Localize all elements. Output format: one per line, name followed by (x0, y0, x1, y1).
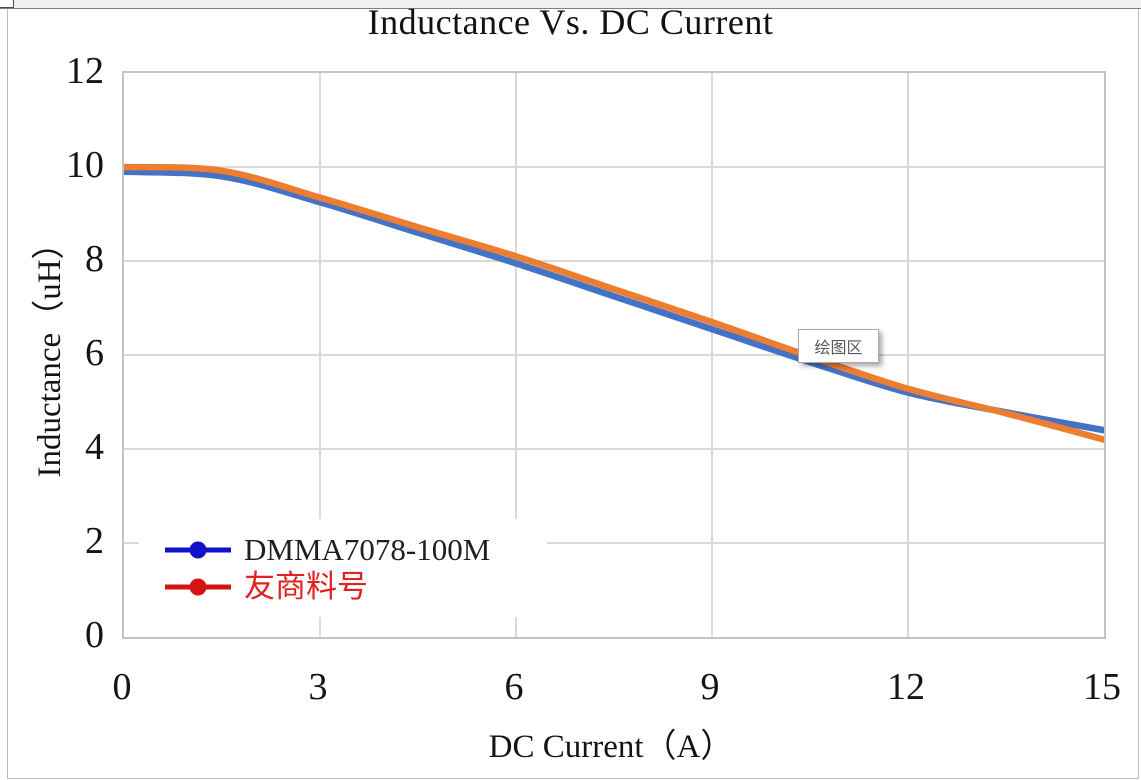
x-tick-label: 0 (112, 666, 132, 708)
y-tick-label: 0 (85, 614, 104, 656)
tooltip-label: 绘图区 (814, 340, 863, 357)
sheet-strip (0, 0, 1141, 9)
y-tick-label: 10 (66, 144, 104, 186)
series-curve-0[interactable] (124, 168, 1104, 434)
y-tick-label: 8 (85, 238, 104, 280)
vertical-gridline (515, 73, 517, 637)
x-tick-label: 3 (308, 666, 328, 708)
legend-label: 友商料号 (244, 569, 368, 604)
y-axis-title: Inductance（uH） (32, 226, 68, 478)
selection-corner-notch (0, 0, 14, 8)
x-tick-label: 15 (1083, 666, 1121, 708)
legend[interactable]: DMMA7078-100M 友商料号 (139, 519, 547, 617)
chart-title: Inductance Vs. DC Current (367, 2, 774, 42)
legend-item-1[interactable]: 友商料号 (165, 571, 547, 602)
plot-area[interactable] (122, 71, 1106, 639)
plot-area-tooltip: 绘图区 (798, 329, 879, 363)
horizontal-gridline (124, 166, 1104, 168)
y-tick-label: 6 (85, 332, 104, 374)
y-tick-label: 12 (66, 50, 104, 92)
legend-line-marker-icon (165, 541, 231, 559)
x-tick-label: 9 (700, 666, 720, 708)
horizontal-gridline (124, 542, 1104, 544)
curves-canvas (124, 163, 1104, 443)
legend-line-marker-icon (165, 578, 231, 596)
y-tick-label: 2 (85, 520, 104, 562)
series-curve-1[interactable] (124, 163, 1104, 443)
legend-marker-dot (189, 578, 207, 595)
legend-label: DMMA7078-100M (244, 532, 491, 567)
vertical-gridline (907, 73, 909, 637)
x-tick-label: 12 (887, 666, 925, 708)
vertical-gridline (319, 73, 321, 637)
x-axis-title: DC Current（A） (488, 729, 734, 765)
legend-marker-dot (189, 541, 207, 558)
legend-item-0[interactable]: DMMA7078-100M (165, 534, 547, 565)
horizontal-gridline (124, 354, 1104, 356)
horizontal-gridline (124, 260, 1104, 262)
vertical-gridline (711, 73, 713, 637)
y-tick-label: 4 (85, 426, 104, 468)
x-tick-label: 6 (504, 666, 524, 708)
horizontal-gridline (124, 448, 1104, 450)
